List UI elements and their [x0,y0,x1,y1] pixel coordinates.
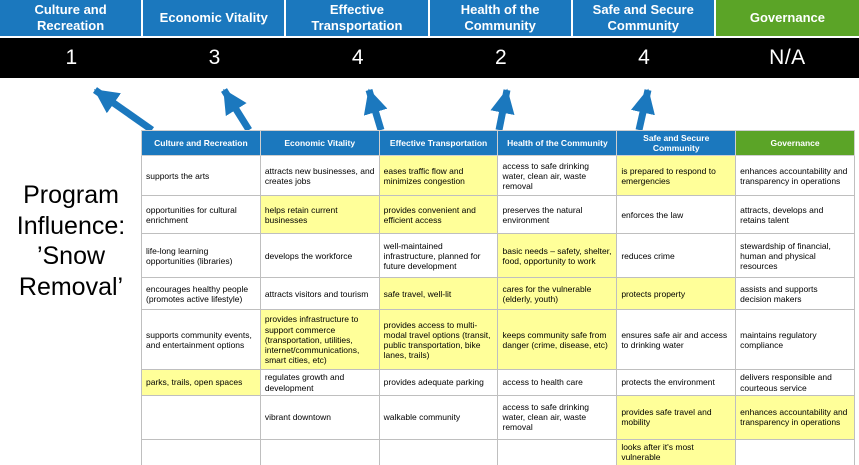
matrix-cell [497,438,618,465]
matrix-header-5: Governance [735,129,855,157]
matrix-cell: delivers responsible and courteous servi… [735,369,855,396]
pillar-governance: Governance [715,0,859,36]
matrix-row: looks after it's most vulnerable [141,438,855,465]
matrix-cell: provides safe travel and mobility [616,394,737,440]
matrix-cell: well-maintained infrastructure, planned … [378,233,499,279]
matrix-cell: looks after it's most vulnerable [616,438,737,465]
matrix-cell: vibrant downtown [259,394,380,440]
matrix-cell: access to health care [497,369,618,396]
matrix-head: Culture and Recreation Economic Vitality E… [141,129,855,157]
up-arrow-icon [363,88,388,132]
matrix-row: parks, trails, open spaces regulates grow… [141,369,855,396]
matrix-cell: is prepared to respond to emergencies [616,155,737,197]
matrix-cell: assists and supports decision makers [735,277,855,311]
score-governance: N/A [769,46,806,69]
matrix-header-row: Culture and Recreation Economic Vitality E… [141,129,855,157]
up-arrow-icon [490,88,515,131]
up-arrow-icon [630,88,655,131]
score-culture-and-recreation: 1 [65,46,78,69]
matrix-cell [141,394,261,440]
matrix-cell: supports community events, and entertain… [141,309,261,371]
matrix-cell: enforces the law [616,195,737,235]
matrix-header-3: Health of the Community [497,129,618,157]
matrix-row: life-long learning opportunities (librar… [141,233,855,279]
matrix-cell: provides access to multi-modal travel op… [378,309,499,371]
matrix-cell: provides convenient and efficient access [378,195,499,235]
matrix-cell: enhances accountability and transparency… [735,155,855,197]
pillar-economic-vitality: Economic Vitality [143,0,287,36]
matrix-cell: access to safe drinking water, clean air… [497,155,618,197]
matrix-cell: encourages healthy people (promotes acti… [141,277,261,311]
matrix-header-0: Culture and Recreation [141,129,261,157]
matrix-cell [378,438,499,465]
matrix-cell: opportunities for cultural enrichment [141,195,261,235]
matrix-header-2: Effective Transportation [378,129,499,157]
matrix-cell: basic needs – safety, shelter, food, opp… [497,233,618,279]
matrix-cell: attracts new businesses, and creates job… [259,155,380,197]
matrix-cell: helps retain current businesses [259,195,380,235]
matrix-cell: walkable community [378,394,499,440]
matrix-cell: provides infrastructure to support comme… [259,309,380,371]
influence-arrows [92,87,655,132]
matrix-cell [259,438,380,465]
program-influence-title: Program Influence: ’Snow Removal’ [16,181,126,301]
matrix-cell: life-long learning opportunities (librar… [141,233,261,279]
pillar-health-of-the-community: Health of the Community [429,0,573,36]
matrix-cell: protects property [616,277,737,311]
matrix-header-4: Safe and Secure Community [616,129,737,157]
matrix-cell: enhances accountability and transparency… [735,394,855,440]
matrix-cell: provides adequate parking [378,369,499,396]
matrix-cell: cares for the vulnerable (elderly, youth… [497,277,618,311]
score-effective-transportation: 4 [351,46,364,69]
matrix-cell: eases traffic flow and minimizes congest… [378,155,499,197]
matrix-row: supports the arts attracts new businesses… [141,155,855,197]
pillar-label-row: Culture and Recreation Economic Vitality… [0,0,859,38]
matrix-row: opportunities for cultural enrichment hel… [141,195,855,235]
up-arrow-icon [221,88,252,132]
score-economic-vitality: 3 [208,46,221,69]
matrix-cell: ensures safe air and access to drinking … [616,309,737,371]
matrix-cell: regulates growth and development [259,369,380,396]
matrix-cell: safe travel, well-lit [378,277,499,311]
matrix-cell: attracts, develops and retains talent [735,195,855,235]
matrix-cell: protects the environment [616,369,737,396]
matrix-cell [141,438,261,465]
pillar-banner: Culture and Recreation Economic Vitality… [0,0,859,78]
matrix-row: encourages healthy people (promotes acti… [141,277,855,311]
matrix-cell: stewardship of financial, human and phys… [735,233,855,279]
pillar-safe-and-secure-community: Safe and Secure Community [572,0,716,36]
pillar-effective-transportation: Effective Transportation [286,0,430,36]
score-health-of-the-community: 2 [494,46,508,69]
matrix-cell [735,438,855,465]
matrix-cell: parks, trails, open spaces [141,369,261,396]
matrix-cell: develops the workforce [259,233,380,279]
influence-matrix: Culture and Recreation Economic Vitality E… [141,129,855,465]
matrix-body: supports the arts attracts new businesses… [141,155,855,465]
matrix-header-1: Economic Vitality [259,129,380,157]
matrix-cell: reduces crime [616,233,737,279]
matrix-row: supports community events, and entertain… [141,309,855,371]
matrix-cell: preserves the natural environment [497,195,618,235]
matrix-cell: keeps community safe from danger (crime,… [497,309,618,371]
score-safe-and-secure-community: 4 [638,46,651,69]
pillar-culture-and-recreation: Culture and Recreation [0,0,144,36]
up-arrow-icon [92,87,155,132]
score-band: 1 3 4 2 4 N/A [0,38,859,78]
matrix-cell: attracts visitors and tourism [259,277,380,311]
matrix-cell: maintains regulatory compliance [735,309,855,371]
matrix-row: vibrant downtown walkable community access… [141,394,855,440]
matrix-cell: access to safe drinking water, clean air… [497,394,618,440]
matrix-cell: supports the arts [141,155,261,197]
